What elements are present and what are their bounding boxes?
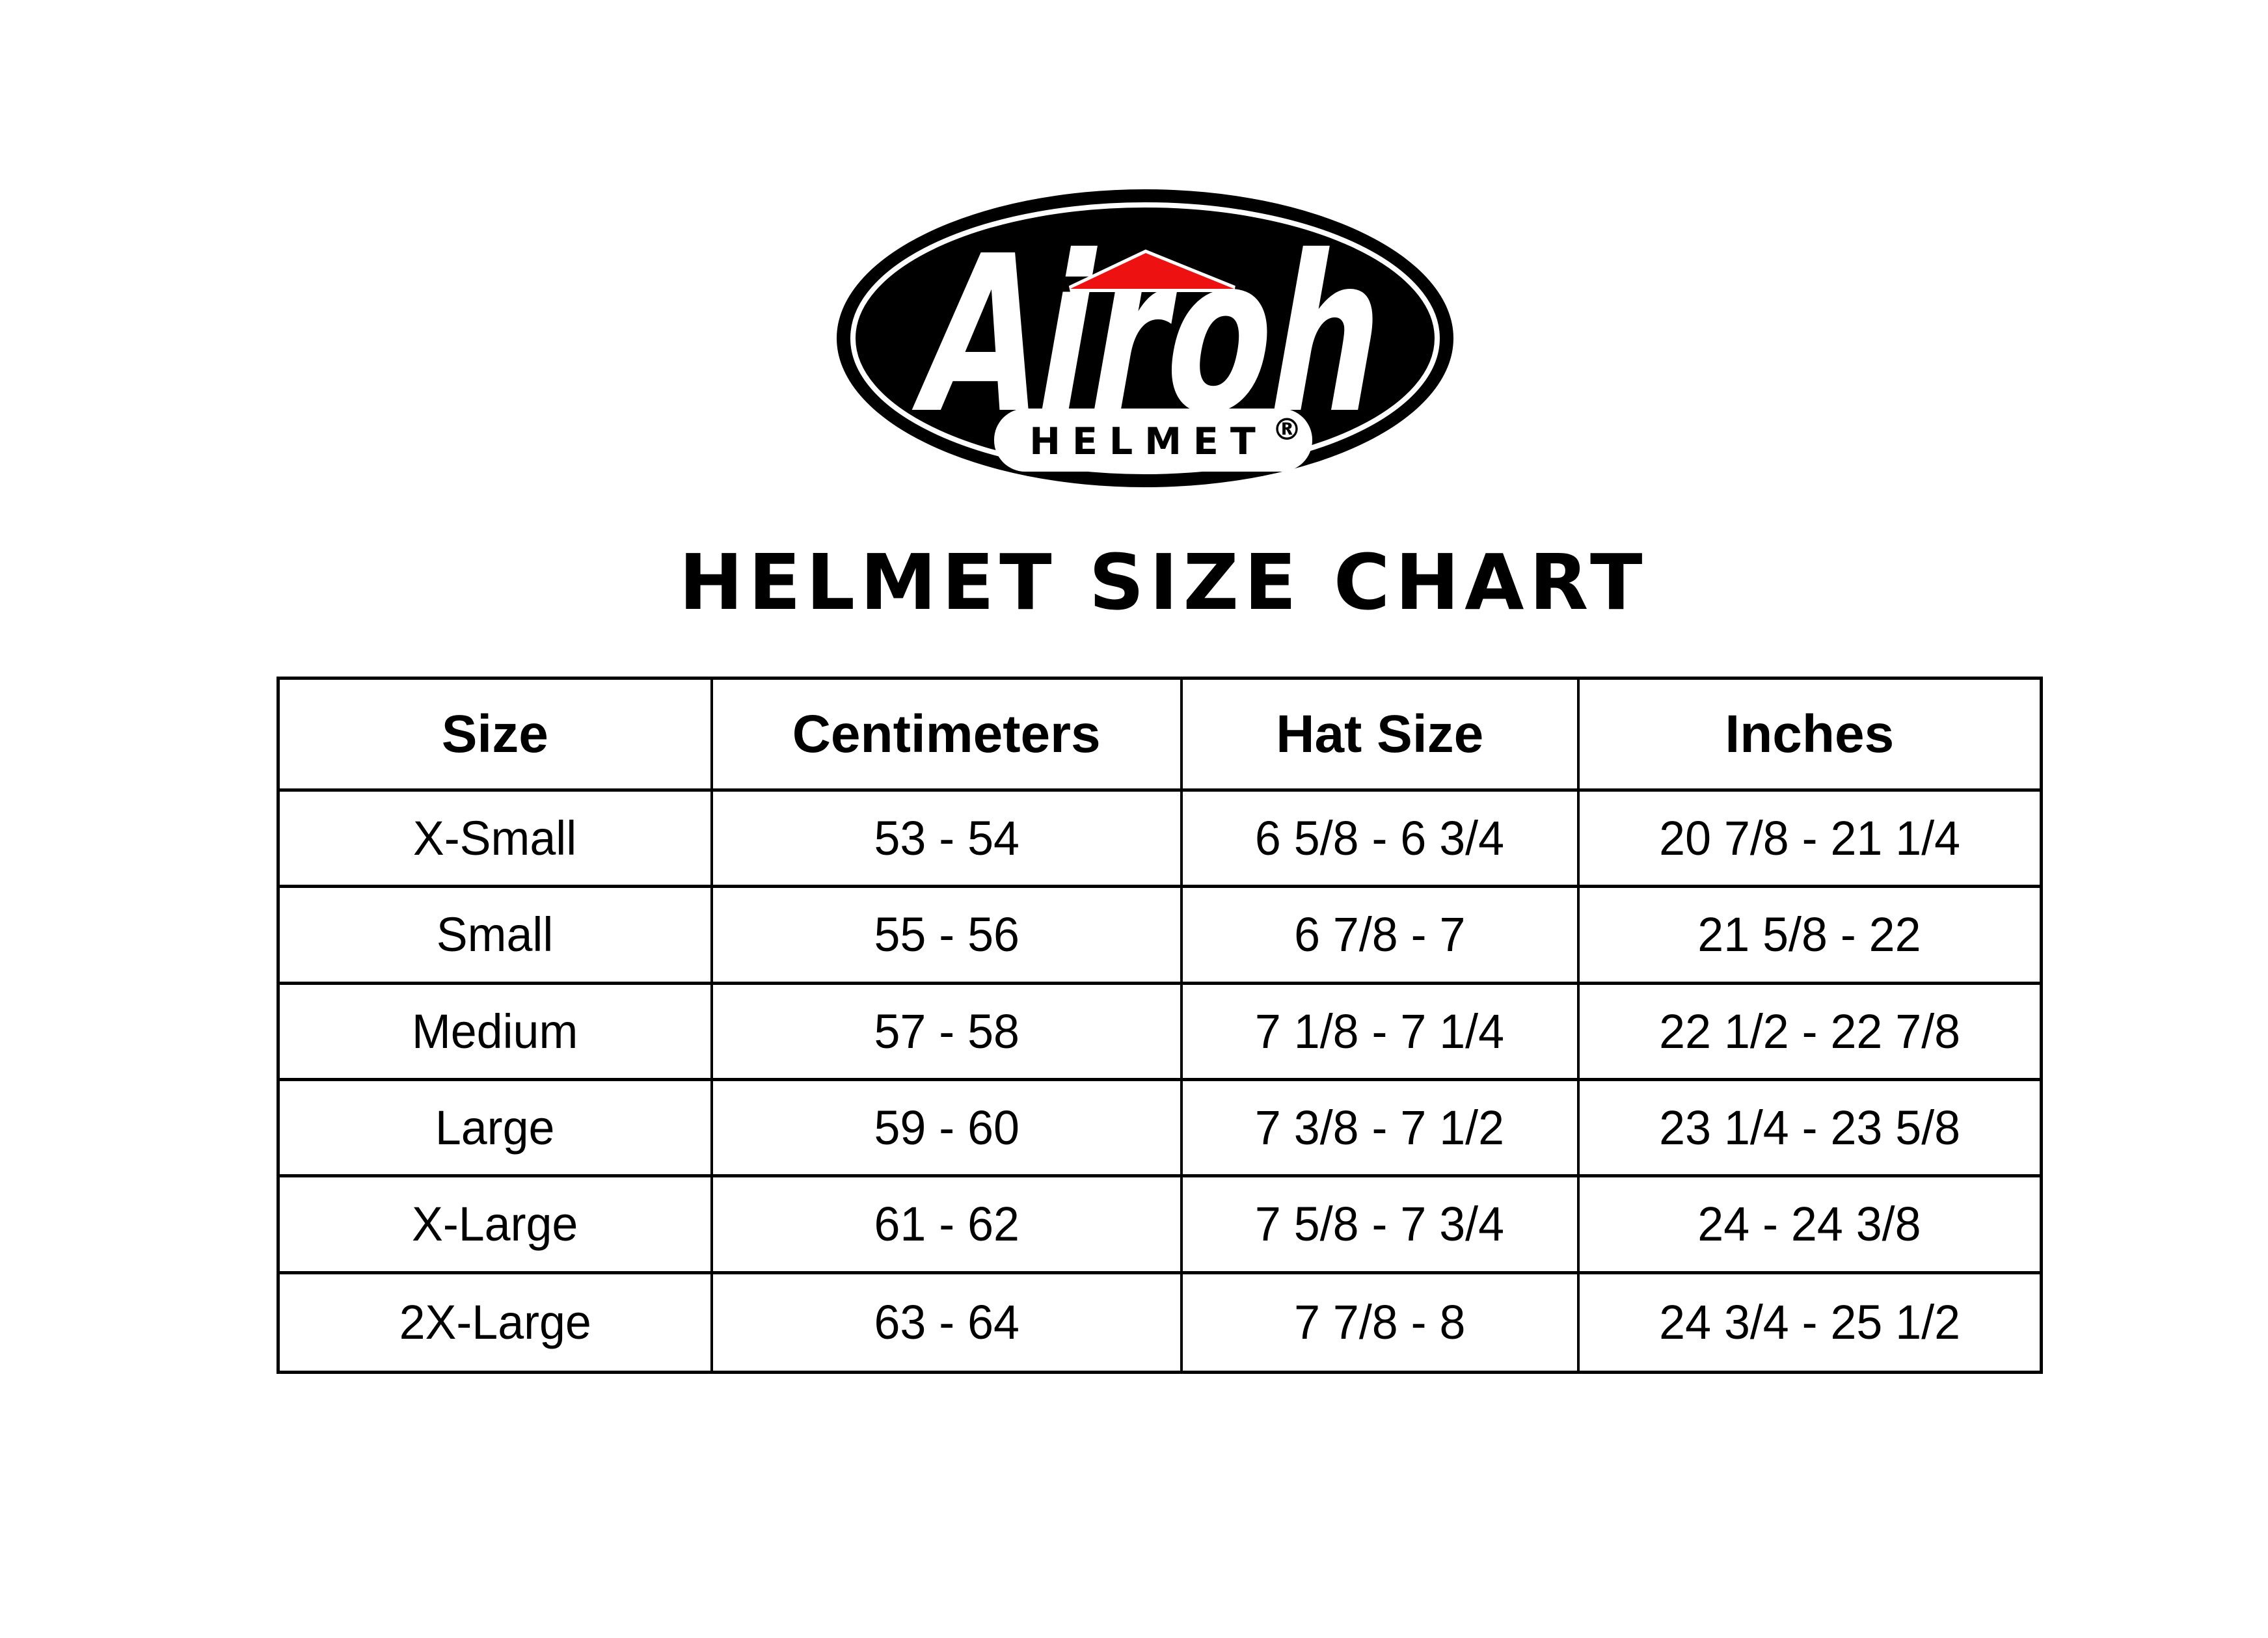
cell-centimeters: 61 - 62 [712,1177,1183,1274]
cell-hat-size: 7 1/8 - 7 1/4 [1182,984,1580,1081]
logo-red-triangle-icon [1068,249,1235,292]
cell-text: X-Large [412,1197,578,1252]
page-title: HELMET SIZE CHART [679,537,1648,627]
column-header-hat-size: Hat Size [1182,680,1580,792]
logo-pill [994,409,1312,472]
cell-text: 24 3/4 - 25 1/2 [1658,1295,1960,1350]
logo-helmet-label: HELMET [1029,420,1267,463]
column-header-size: Size [280,680,713,792]
size-table: Size Centimeters Hat Size Inches X-Small… [277,677,2043,1374]
cell-centimeters: 53 - 54 [712,792,1183,889]
cell-text: 21 5/8 - 22 [1697,907,1921,962]
cell-centimeters: 55 - 56 [712,888,1183,985]
cell-hat-size: 7 7/8 - 8 [1183,1274,1580,1371]
cell-text: 53 - 54 [873,811,1019,866]
cell-inches: 21 5/8 - 22 [1579,888,2040,985]
cell-text: 61 - 62 [873,1197,1019,1252]
column-header-inches: Inches [1579,680,2040,792]
cell-centimeters: 57 - 58 [712,984,1183,1081]
cell-centimeters: 63 - 64 [713,1274,1183,1371]
cell-text: 2X-Large [399,1295,591,1350]
cell-size: X-Small [280,792,713,889]
cell-text: 7 7/8 - 8 [1294,1295,1466,1350]
cell-text: 7 5/8 - 7 3/4 [1255,1197,1505,1252]
cell-text: 59 - 60 [873,1101,1019,1155]
cell-text: 6 5/8 - 6 3/4 [1255,811,1505,866]
cell-centimeters: 59 - 60 [712,1081,1183,1178]
cell-text: X-Small [413,811,577,866]
cell-size: X-Large [280,1177,713,1274]
logo-oval [837,189,1453,487]
cell-text: 63 - 64 [873,1295,1019,1350]
cell-size: 2X-Large [280,1274,713,1371]
cell-inches: 22 1/2 - 22 7/8 [1579,985,2040,1081]
cell-hat-size: 7 5/8 - 7 3/4 [1182,1177,1580,1274]
cell-text: Small [437,907,554,962]
cell-size: Small [280,888,713,985]
cell-text: 23 1/4 - 23 5/8 [1658,1101,1960,1155]
airoh-logo: Airoh HELMET ® [837,189,1453,487]
cell-text: 57 - 58 [873,1004,1019,1058]
cell-text: 55 - 56 [873,907,1019,962]
cell-text: 7 3/8 - 7 1/2 [1255,1101,1505,1155]
cell-size: Large [280,1081,713,1178]
cell-inches: 24 - 24 3/8 [1579,1177,2040,1274]
cell-inches: 23 1/4 - 23 5/8 [1579,1081,2040,1178]
cell-size: Medium [280,984,713,1081]
cell-text: 7 1/8 - 7 1/4 [1255,1004,1505,1058]
cell-hat-size: 6 5/8 - 6 3/4 [1182,792,1580,889]
cell-inches: 24 3/4 - 25 1/2 [1580,1274,2040,1371]
cell-inches: 20 7/8 - 21 1/4 [1579,792,2040,889]
cell-text: 22 1/2 - 22 7/8 [1658,1004,1960,1058]
column-header-centimeters: Centimeters [712,680,1183,792]
logo-registered-mark: ® [1272,412,1302,447]
cell-text: 6 7/8 - 7 [1294,907,1466,962]
cell-text: 20 7/8 - 21 1/4 [1658,811,1960,866]
cell-hat-size: 7 3/8 - 7 1/2 [1182,1081,1580,1178]
cell-text: Large [435,1101,555,1155]
cell-text: Medium [412,1004,578,1058]
cell-hat-size: 6 7/8 - 7 [1182,888,1580,985]
cell-text: 24 - 24 3/8 [1697,1197,1921,1252]
